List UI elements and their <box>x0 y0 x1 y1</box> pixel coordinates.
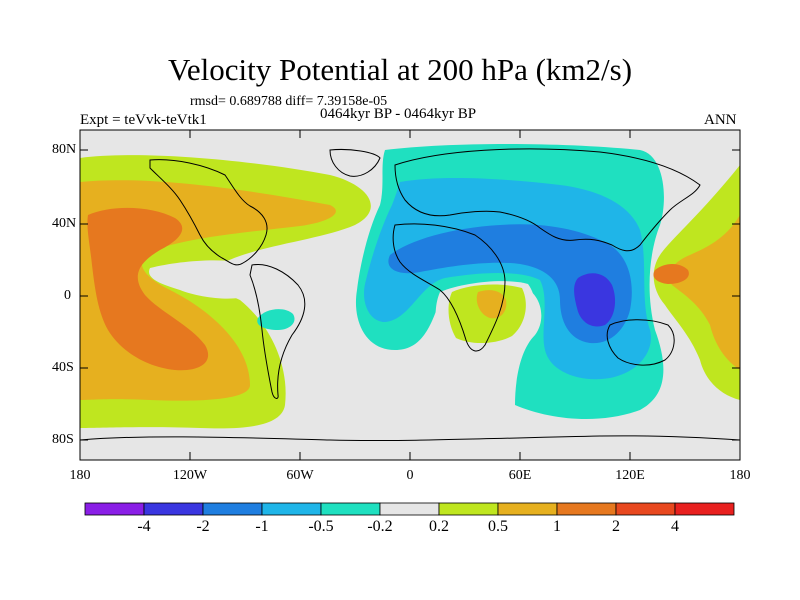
colorbar-label: 1 <box>553 518 561 535</box>
lon-label-120w: 120W <box>172 468 208 483</box>
lat-label-80n: 80N <box>52 142 77 157</box>
colorbar-box <box>615 502 676 516</box>
south-africa-core <box>476 290 507 319</box>
colorbar-label: 2 <box>612 518 620 535</box>
colorbar-box <box>379 502 440 516</box>
lat-label-40n: 40N <box>52 216 77 231</box>
lon-label-120e: 120E <box>615 468 645 483</box>
axis-ticks <box>80 130 740 460</box>
stats-line: rmsd= 0.689788 diff= 7.39158e-05 <box>190 94 388 109</box>
colorbar-box <box>143 502 204 516</box>
atlantic-negative-blob <box>257 309 295 330</box>
lon-label-180w: 180 <box>69 468 91 483</box>
contour-field <box>80 130 740 460</box>
colorbar-box <box>261 502 322 516</box>
coast-south-america <box>249 263 306 399</box>
colorbar-label: 4 <box>671 518 679 535</box>
colorbar-label: 0.5 <box>488 518 508 535</box>
west-pacific-core <box>669 215 740 370</box>
colorbar-box <box>84 502 145 516</box>
coastlines <box>80 148 740 442</box>
chart-title: Velocity Potential at 200 hPa (km2/s) <box>167 52 633 87</box>
colorbar-label: -4 <box>137 518 151 535</box>
colorbar-label: -2 <box>196 518 210 535</box>
lat-label-0: 0 <box>64 288 71 303</box>
coast-australia <box>606 319 675 366</box>
colorbar-box <box>556 502 617 516</box>
pacific-neutral-tongue <box>149 260 258 299</box>
coast-africa <box>392 223 506 352</box>
lat-label-80s: 80S <box>52 432 74 447</box>
eastern-negative-core <box>574 273 616 327</box>
coast-greenland <box>329 149 381 177</box>
coast-north-america <box>149 159 268 266</box>
colorbar-box <box>438 502 499 516</box>
colorbar-label: -0.5 <box>308 518 334 535</box>
eastern-negative-strong <box>388 224 632 344</box>
lon-label-0: 0 <box>406 468 414 483</box>
west-pacific-max <box>653 264 689 284</box>
experiment-line: Expt = teVvk-teVtk1 <box>80 112 207 128</box>
colorbar-label: -1 <box>255 518 269 535</box>
colorbar-label: -0.2 <box>367 518 393 535</box>
colorbar-label: 0.2 <box>429 518 449 535</box>
colorbar-box <box>202 502 263 516</box>
colorbar-box <box>674 502 735 516</box>
colorbar-box <box>320 502 381 516</box>
lat-label-40s: 40S <box>52 360 74 375</box>
lon-label-60w: 60W <box>286 468 314 483</box>
period-line: 0464kyr BP - 0464kyr BP <box>320 106 477 122</box>
pacific-max-north <box>87 207 209 371</box>
lon-label-60e: 60E <box>508 468 532 483</box>
coast-antarctica <box>80 435 740 442</box>
season-label: ANN <box>704 112 737 128</box>
lon-label-180e: 180 <box>729 468 751 483</box>
colorbar <box>84 502 735 516</box>
colorbar-box <box>497 502 558 516</box>
coast-eurasia <box>394 148 701 252</box>
